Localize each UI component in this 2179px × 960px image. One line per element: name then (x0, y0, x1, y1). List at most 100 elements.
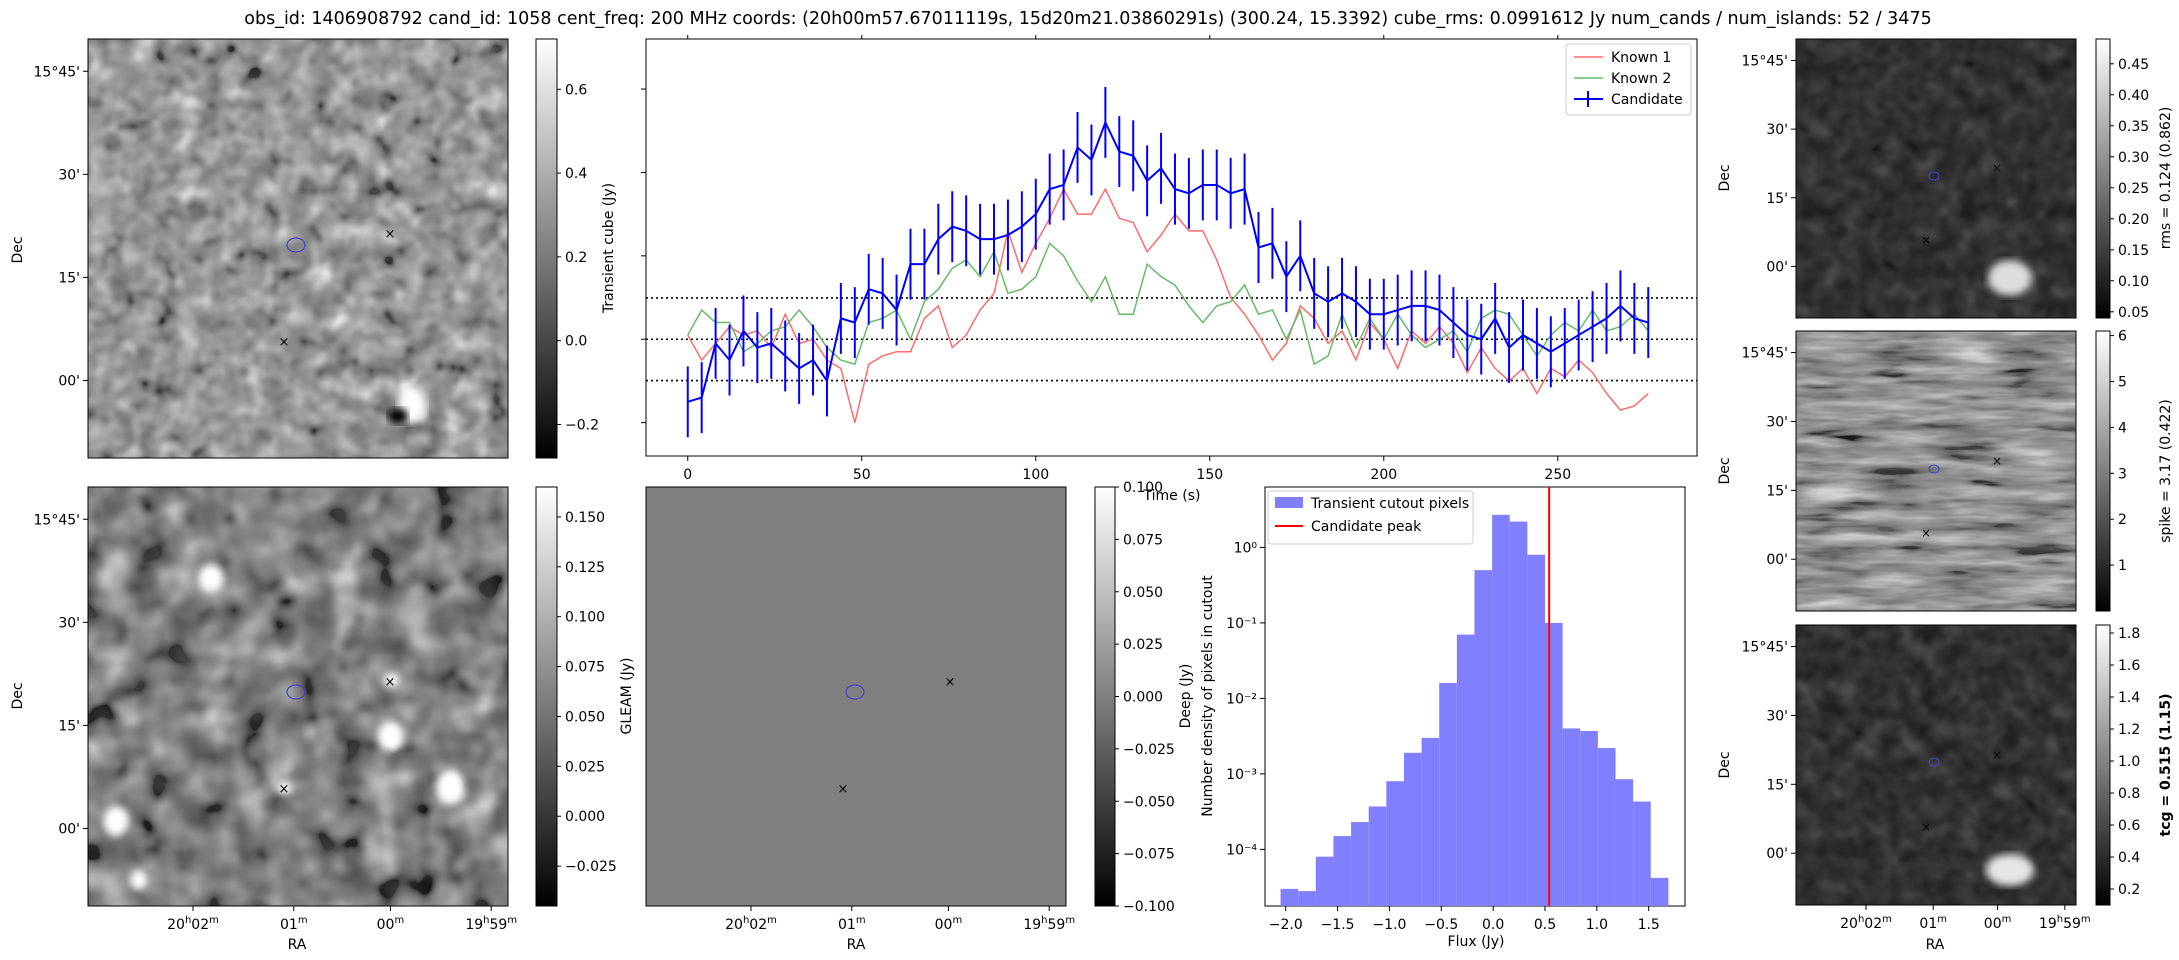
ra-tick-label: 20h02m (1840, 914, 1892, 932)
hist-bar (1315, 856, 1334, 906)
colorbar-tick-label: −0.025 (565, 859, 617, 875)
deep-cutout-panel: × × 15°45' 30' 15' 00' 20h02m 01m 00m 19h59m R… (10, 486, 517, 953)
ra-value: 02 (191, 917, 209, 933)
dec-tick-label: 30' (58, 167, 80, 183)
dark-artifact (388, 408, 408, 424)
ra-tick-label: 01m (838, 915, 866, 933)
colorbar-tick-label: 0.000 (565, 809, 605, 825)
colorbar-tick-label: 1.8 (2118, 626, 2140, 642)
colorbar-tick-label: −0.100 (1123, 899, 1175, 915)
ra-unit: m (1937, 914, 1947, 925)
colorbar-tick-label: 0.4 (565, 166, 587, 182)
legend-candidate-peak: Candidate peak (1311, 519, 1422, 535)
ra-value: 02 (1864, 916, 1882, 932)
colorbar-tick-label: 0.150 (565, 510, 605, 526)
x-tick-label: 100 (1022, 467, 1049, 483)
ra-unit: h (185, 915, 191, 926)
y-tick-label: 10⁰ (1234, 540, 1258, 556)
dec-tick-label: 15' (1766, 483, 1788, 499)
hist-bar (1580, 730, 1598, 906)
colorbar-tick-label: 2 (2118, 512, 2127, 528)
series-known-1 (687, 187, 1649, 423)
colorbar-tick-label: 0.075 (1123, 532, 1163, 548)
colorbar-tick-label: 0.0 (565, 334, 587, 350)
colorbar-tick-label: 1.0 (2118, 754, 2140, 770)
hist-bar (1351, 822, 1369, 906)
histogram-panel: −2.0 −1.5 −1.0 −0.5 0.0 0.5 1.0 1.5 10⁰ 10⁻¹ 10⁻² 1… (1200, 486, 1686, 950)
dec-tick-label: 15' (1766, 777, 1788, 793)
transient-cutout-panel: × × 15°45' 30' 15' 00' Dec (10, 38, 509, 459)
x-tick-label: 1.0 (1586, 917, 1608, 933)
svg-text:×: × (1992, 454, 2002, 468)
spike-dec-label: Dec (1717, 457, 1733, 484)
hist-bar (1597, 748, 1616, 906)
rms-map-panel: × × 15°45' 30' 15' 00' Dec 0.05 0.10 0.15 0.20… (1717, 38, 2174, 321)
deep-ra-label: RA (288, 937, 307, 953)
ra-tick-label: 20h02m (167, 915, 219, 933)
dec-tick-label: 00' (1766, 259, 1788, 275)
ra-unit: m (856, 915, 866, 926)
ra-tick-label: 00m (377, 915, 405, 933)
dec-tick-label: 30' (58, 615, 80, 631)
ra-unit: m (767, 915, 777, 926)
colorbar-tick-label: 1.2 (2118, 722, 2140, 738)
legend-known-1: Known 1 (1611, 50, 1671, 66)
rms-colorbar-label: rms = 0.124 (0.862) (2158, 107, 2174, 250)
colorbar-tick-label: 0.050 (1123, 585, 1163, 601)
colorbar-tick-label: 0.05 (2118, 305, 2149, 321)
svg-text:×: × (1921, 233, 1931, 247)
ra-unit: m (394, 915, 404, 926)
dec-tick-label: 00' (58, 821, 80, 837)
colorbar-tick-label: 0.100 (565, 610, 605, 626)
colorbar-tick-label: −0.2 (565, 417, 599, 433)
colorbar-tick-label: 0.40 (2118, 88, 2149, 104)
dec-tick-label: 15°45' (1742, 53, 1788, 69)
colorbar-tick-label: −0.050 (1123, 794, 1175, 810)
legend-candidate: Candidate (1611, 92, 1683, 108)
x-tick-label: 50 (853, 467, 871, 483)
colorbar-tick-label: 0.000 (1123, 690, 1163, 706)
dec-tick-label: 15°45' (34, 64, 80, 80)
rms-dec-label: Dec (1717, 164, 1733, 191)
x-tick-label: 0 (683, 467, 692, 483)
colorbar-tick-label: 0.100 (1123, 480, 1163, 496)
colorbar-tick-label: 0.075 (565, 660, 605, 676)
x-tick-label: 0.0 (1482, 917, 1504, 933)
ra-value: 59 (489, 917, 507, 933)
colorbar-tick-label: 0.025 (565, 759, 605, 775)
dec-axis: 15°45' 30' 15' 00' (34, 64, 88, 389)
colorbar-tick-label: 0.025 (1123, 637, 1163, 653)
ra-unit: h (1858, 914, 1864, 925)
spike-colorbar-label: spike = 3.17 (0.422) (2158, 399, 2174, 543)
hist-bar (1474, 570, 1493, 906)
series-known-2 (687, 242, 1649, 366)
hist-bar (1439, 682, 1457, 906)
x-tick-label: 200 (1370, 467, 1397, 483)
x-tick-label: −1.0 (1372, 917, 1406, 933)
hist-bar (1615, 779, 1634, 906)
hist-bar (1386, 781, 1404, 906)
ra-tick-label: 19h59m (465, 915, 517, 933)
ra-unit: m (952, 915, 962, 926)
tcg-map-panel: × × 15°45' 30' 15' 00' 20h02m 01m 00m 19h59m R… (1717, 624, 2174, 953)
ra-unit: m (2002, 914, 2012, 925)
hist-bar (1562, 728, 1581, 906)
lightcurve-legend: Known 1 Known 2 Candidate (1565, 43, 1692, 116)
ra-unit: m (507, 915, 517, 926)
svg-text:×: × (838, 782, 849, 797)
deep-colorbar: −0.025 0.000 0.025 0.050 0.075 0.100 0.125 0.15… (535, 486, 1194, 907)
candidate-ellipse (286, 237, 306, 253)
svg-text:×: × (945, 675, 956, 690)
transient-colorbar: −0.2 0.0 0.2 0.4 0.6 Transient cube (Jy) (535, 38, 617, 459)
ra-unit: m (1065, 915, 1075, 926)
colorbar-tick-label: 0.35 (2118, 119, 2149, 135)
figure-title: obs_id: 1406908792 cand_id: 1058 cent_fr… (244, 9, 1931, 29)
x-tick-label: 150 (1196, 467, 1223, 483)
y-tick-label: 10⁻¹ (1226, 616, 1257, 632)
colorbar-tick-label: 0.10 (2118, 274, 2149, 290)
colorbar-tick-label: 0.15 (2118, 243, 2149, 259)
tcg-ra-label: RA (1926, 937, 1945, 953)
tcg-colorbar-label: tcg = 0.515 (1.15) (2158, 694, 2174, 837)
ra-tick-label: 01m (280, 915, 308, 933)
spike-map-panel: × × 15°45' 30' 15' 00' Dec 1 2 3 4 5 6 spike = 3… (1717, 329, 2174, 612)
